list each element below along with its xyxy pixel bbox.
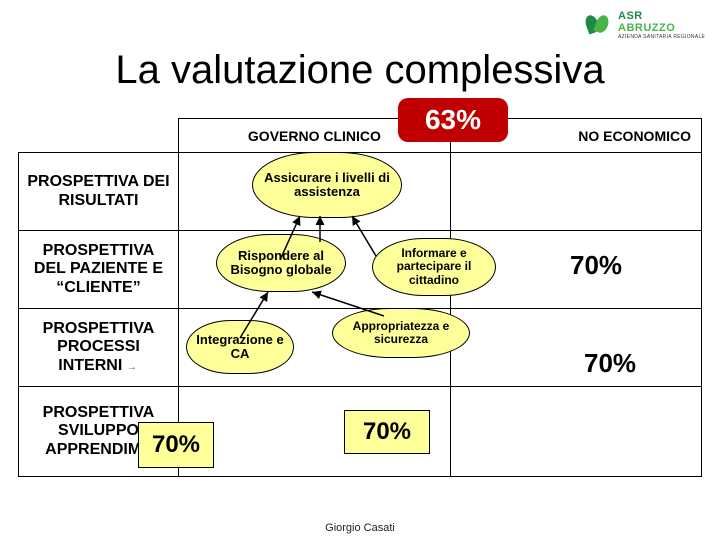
badge-63: 63% [398, 98, 508, 142]
row-label-risultati: PROSPETTIVA DEI RISULTATI [19, 153, 179, 231]
tiny-arrow-icon: → [127, 362, 137, 373]
rect-70-left: 70% [138, 422, 214, 468]
pct70-row2: 70% [570, 250, 622, 281]
bubble-rispondere: Rispondere al Bisogno globale [216, 234, 346, 292]
logo-mark-icon [586, 15, 612, 35]
bubble-informare: Informare e partecipare il cittadino [372, 238, 496, 296]
bubble-integrazione: Integrazione e CA [186, 320, 294, 374]
rect-70-center: 70% [344, 410, 430, 454]
logo-subtitle: AZIENDA SANITARIA REGIONALE [618, 34, 705, 40]
logo: ASR ABRUZZO AZIENDA SANITARIA REGIONALE [586, 6, 706, 44]
footer-author: Giorgio Casati [0, 522, 720, 534]
row-label-processi: PROSPETTIVA PROCESSI INTERNI → [19, 309, 179, 387]
logo-text-asr: ASR [618, 10, 705, 22]
pct70-row3: 70% [584, 348, 636, 379]
bubble-appropriatezza: Appropriatezza e sicurezza [332, 308, 470, 358]
row-label-processi-text: PROSPETTIVA PROCESSI INTERNI [43, 320, 155, 374]
row-label-paziente: PROSPETTIVA DEL PAZIENTE E “CLIENTE” [19, 231, 179, 309]
bubble-assicurare: Assicurare i livelli di assistenza [252, 152, 402, 218]
page-title: La valutazione complessiva [0, 48, 720, 93]
logo-text-abruzzo: ABRUZZO [618, 22, 705, 34]
